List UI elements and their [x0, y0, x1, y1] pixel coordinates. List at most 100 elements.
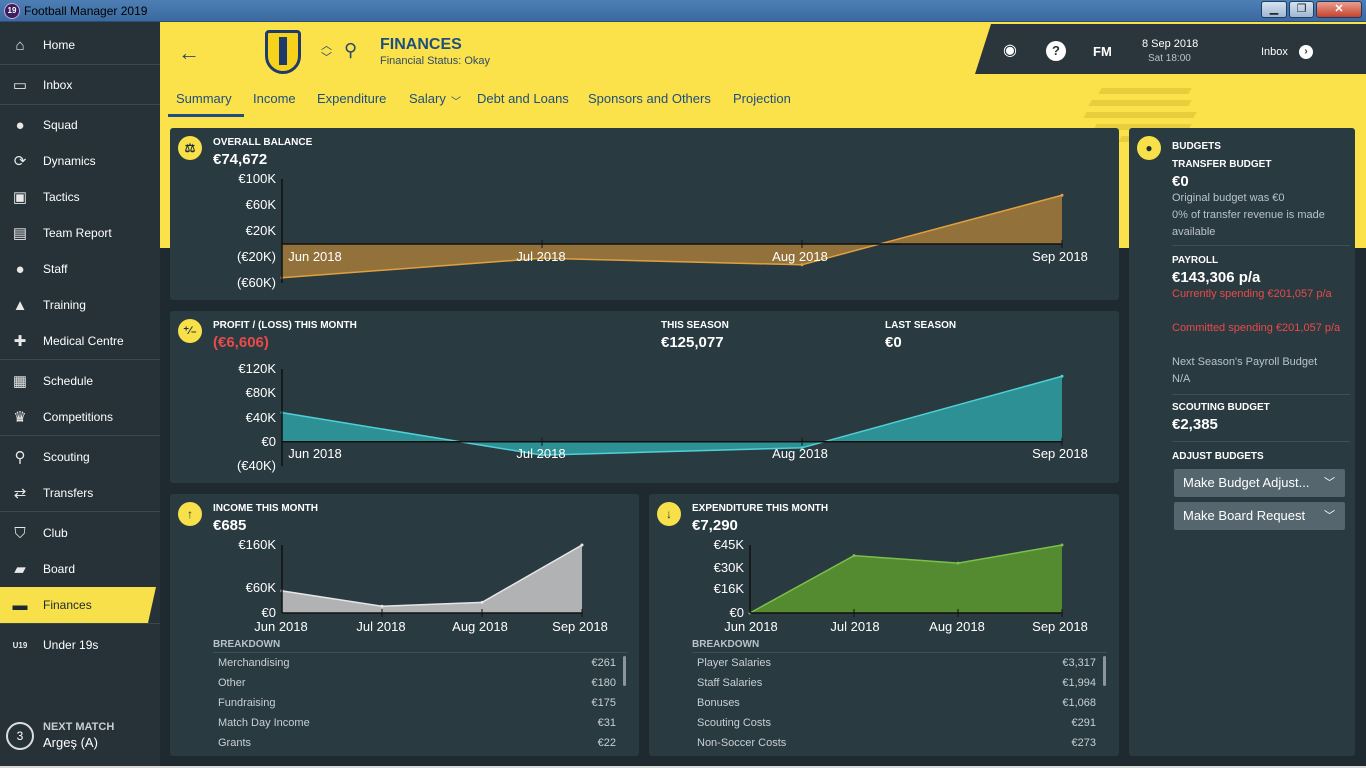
current-date[interactable]: 8 Sep 2018: [1142, 38, 1199, 50]
scrollbar[interactable]: [1103, 656, 1106, 686]
u19-icon: U19: [12, 640, 28, 650]
list-item-amount: €1,068: [1062, 697, 1096, 709]
piggy-bank-icon: ●: [1137, 136, 1161, 160]
budgets-panel: ● BUDGETS TRANSFER BUDGET €0 Original bu…: [1129, 128, 1355, 756]
sidebar-item-competitions[interactable]: ♛ Competitions: [0, 399, 160, 435]
tab-projection[interactable]: Projection: [733, 91, 791, 106]
sidebar-item-finances[interactable]: ▬ Finances: [0, 587, 156, 623]
y-tick-label: €45K: [713, 537, 744, 552]
sidebar-item-team-report[interactable]: ▤ Team Report: [0, 215, 160, 251]
close-button[interactable]: ✕: [1316, 1, 1362, 18]
tab-income[interactable]: Income: [253, 91, 296, 106]
income-panel: ↑ INCOME THIS MONTH €685 BREAKDOWN Merch…: [170, 494, 639, 756]
sidebar-item-scouting[interactable]: ⚲ Scouting: [0, 439, 160, 475]
x-tick-label: Sep 2018: [1032, 619, 1088, 634]
x-tick-label: Sep 2018: [1032, 446, 1088, 461]
briefcase-icon: ▰: [14, 561, 26, 578]
x-tick-label: Jun 2018: [254, 619, 308, 634]
y-tick-label: (€60K): [236, 275, 276, 290]
club-icon: ⛉: [14, 524, 26, 542]
help-icon[interactable]: ?: [1046, 41, 1066, 61]
list-item: Bonuses: [697, 697, 740, 709]
last-season-value: €0: [885, 334, 902, 351]
make-board-request-button[interactable]: Make Board Request ﹀: [1174, 502, 1345, 530]
y-tick-label: €100K: [238, 171, 276, 186]
continue-arrow-icon[interactable]: ›: [1299, 45, 1313, 59]
y-tick-label: (€40K): [236, 458, 276, 473]
list-item-amount: €1,994: [1062, 677, 1096, 689]
list-item: Player Salaries: [697, 657, 771, 669]
payroll-label: PAYROLL: [1172, 255, 1219, 266]
club-crest: [265, 30, 301, 74]
dynamics-icon: ⟳: [13, 153, 27, 170]
scrollbar[interactable]: [623, 656, 626, 686]
this-season-value: €125,077: [661, 334, 724, 351]
y-tick-label: €60K: [245, 579, 276, 595]
tab-sponsors-and-others[interactable]: Sponsors and Others: [588, 91, 711, 106]
fm-menu-button[interactable]: FM: [1093, 44, 1112, 59]
budgets-title: BUDGETS: [1172, 141, 1221, 152]
list-item-amount: €31: [597, 717, 616, 729]
profit-label: PROFIT / (LOSS) THIS MONTH: [213, 320, 357, 331]
sidebar-item-training[interactable]: ▲ Training: [0, 287, 160, 323]
sidebar-item-dynamics[interactable]: ⟳ Dynamics: [0, 143, 160, 179]
make-budget-adjustment-button[interactable]: Make Budget Adjust... ﹀: [1174, 469, 1345, 497]
tab-expenditure[interactable]: Expenditure: [317, 91, 387, 106]
sidebar-item-squad[interactable]: ● Squad: [0, 107, 160, 143]
income-label: INCOME THIS MONTH: [213, 503, 318, 514]
back-arrow-icon[interactable]: ←: [178, 40, 200, 65]
x-tick-label: Jul 2018: [830, 619, 880, 634]
sidebar-item-inbox[interactable]: ▭ Inbox: [0, 67, 160, 103]
tab-debt-and-loans[interactable]: Debt and Loans: [477, 91, 569, 106]
list-item-amount: €22: [597, 737, 616, 749]
overall-balance-panel: ⚖ OVERALL BALANCE €74,672: [170, 128, 1119, 300]
expenditure-panel: ↓ EXPENDITURE THIS MONTH €7,290 BREAKDOW…: [649, 494, 1119, 756]
chevron-down-icon[interactable]: ﹀: [451, 97, 461, 108]
active-tab-indicator: [168, 114, 244, 117]
globe-icon[interactable]: ◉: [1003, 42, 1017, 59]
sidebar-item-staff[interactable]: ● Staff: [0, 251, 160, 287]
sidebar-item-transfers[interactable]: ⇄ Transfers: [0, 475, 160, 511]
income-value: €685: [213, 517, 247, 534]
sidebar-item-board[interactable]: ▰ Board: [0, 551, 160, 587]
x-tick-label: Jun 2018: [724, 619, 778, 634]
income-breakdown-label: BREAKDOWN: [213, 639, 281, 650]
maximize-button[interactable]: ❐: [1289, 1, 1314, 18]
y-tick-label: €80K: [245, 385, 276, 401]
days-to-match-badge: 3: [6, 722, 34, 750]
transfer-revenue-note: 0% of transfer revenue is made available: [1172, 209, 1325, 238]
x-tick-label: Aug 2018: [929, 619, 985, 634]
transfer-budget-value: €0: [1172, 173, 1189, 190]
x-tick-label: Jul 2018: [356, 619, 406, 634]
sidebar-item-schedule[interactable]: ▦ Schedule: [0, 363, 160, 399]
y-tick-label: €0: [729, 605, 744, 620]
window-titlebar: 19 Football Manager 2019 ▁ ❐ ✕: [0, 0, 1366, 22]
y-tick-label: €160K: [238, 537, 276, 552]
trophy-icon: ♛: [13, 409, 27, 426]
transfer-budget-note: Original budget was €0: [1172, 192, 1285, 204]
y-tick-label: €0: [261, 433, 276, 449]
sidebar-item-home[interactable]: ⌂ Home: [0, 27, 160, 63]
search-icon[interactable]: ⚲: [344, 40, 358, 60]
next-season-payroll-label: Next Season's Payroll Budget: [1172, 356, 1318, 368]
list-item: Scouting Costs: [697, 717, 771, 729]
inbox-continue-button[interactable]: Inbox: [1261, 46, 1288, 58]
window-title: Football Manager 2019: [24, 4, 148, 18]
financial-status: Financial Status: Okay: [380, 55, 491, 67]
sidebar-item-under-19s[interactable]: U19 Under 19s: [0, 627, 160, 663]
y-tick-label: (€20K): [236, 249, 276, 264]
prev-next-chevron-icon[interactable]: ︿ ﹀: [321, 40, 332, 64]
x-tick-label: Sep 2018: [552, 619, 608, 634]
sidebar-item-club[interactable]: ⛉ Club: [0, 515, 160, 551]
arrow-down-icon: ↓: [657, 502, 681, 526]
sidebar-item-tactics[interactable]: ▣ Tactics: [0, 179, 160, 215]
y-tick-label: €60K: [245, 197, 276, 212]
medical-icon: ✚: [13, 333, 27, 350]
next-match-label: NEXT MATCH: [43, 721, 115, 733]
bottom-strip: [0, 766, 1366, 768]
sidebar-item-medical-centre[interactable]: ✚ Medical Centre: [0, 323, 160, 359]
next-match[interactable]: 3 NEXT MATCH Argeş (A): [0, 712, 160, 762]
minimize-button[interactable]: ▁: [1261, 1, 1287, 18]
tab-salary[interactable]: Salary: [409, 91, 446, 106]
tab-summary[interactable]: Summary: [176, 91, 232, 106]
